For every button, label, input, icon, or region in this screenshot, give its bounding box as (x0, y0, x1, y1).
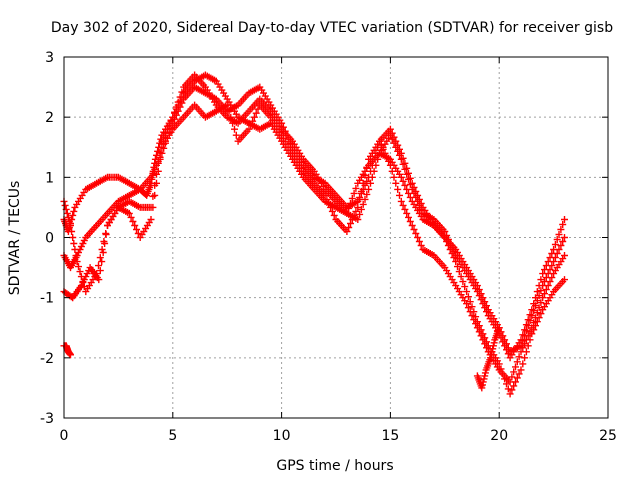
grid-lines (64, 57, 608, 418)
y-tick-label: 3 (45, 50, 54, 66)
series-track-6 (473, 324, 503, 392)
x-axis-label: GPS time / hours (276, 458, 393, 474)
data-points (60, 71, 568, 398)
series-track-2 (60, 83, 568, 356)
plus-markers (60, 342, 74, 359)
plus-markers (473, 324, 503, 392)
y-tick-label: 2 (45, 110, 54, 126)
x-axis-ticks: 0 5 10 15 20 25 (60, 57, 617, 444)
y-axis-label: SDTVAR / TECUs (7, 181, 23, 296)
series-track-5 (60, 342, 74, 359)
x-tick-label: 0 (60, 428, 69, 444)
y-tick-label: -3 (40, 411, 54, 427)
y-tick-label: -1 (40, 291, 54, 307)
x-tick-label: 20 (490, 428, 508, 444)
chart-title: Day 302 of 2020, Sidereal Day-to-day VTE… (51, 20, 613, 36)
x-tick-label: 10 (273, 428, 291, 444)
x-tick-label: 15 (381, 428, 399, 444)
y-tick-label: 0 (45, 231, 54, 247)
y-tick-label: 1 (45, 170, 54, 186)
y-tick-label: -2 (40, 351, 54, 367)
x-tick-label: 5 (168, 428, 177, 444)
x-tick-label: 25 (599, 428, 617, 444)
y-axis-ticks: -3 -2 -1 0 1 2 3 (40, 50, 608, 427)
plus-markers (60, 83, 568, 356)
